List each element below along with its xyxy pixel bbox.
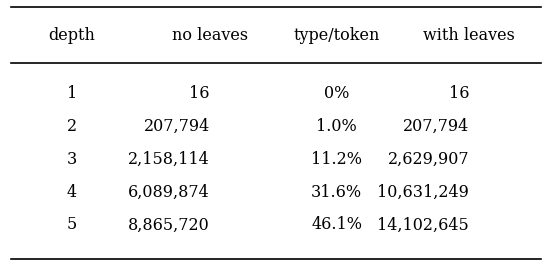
Text: 10,631,249: 10,631,249 <box>378 184 469 200</box>
Text: with leaves: with leaves <box>423 27 515 43</box>
Text: 16: 16 <box>449 85 469 102</box>
Text: 2,629,907: 2,629,907 <box>388 151 469 168</box>
Text: 5: 5 <box>67 216 77 233</box>
Text: no leaves: no leaves <box>172 27 248 43</box>
Text: 11.2%: 11.2% <box>311 151 362 168</box>
Text: 1: 1 <box>67 85 77 102</box>
Text: 16: 16 <box>189 85 210 102</box>
Text: 8,865,720: 8,865,720 <box>128 216 210 233</box>
Text: 207,794: 207,794 <box>144 118 210 135</box>
Text: 31.6%: 31.6% <box>311 184 362 200</box>
Text: 1.0%: 1.0% <box>316 118 357 135</box>
Text: 2,158,114: 2,158,114 <box>128 151 210 168</box>
Text: 2: 2 <box>67 118 77 135</box>
Text: 46.1%: 46.1% <box>311 216 362 233</box>
Text: 6,089,874: 6,089,874 <box>128 184 210 200</box>
Text: 14,102,645: 14,102,645 <box>378 216 469 233</box>
Text: 207,794: 207,794 <box>403 118 469 135</box>
Text: 0%: 0% <box>324 85 349 102</box>
Text: 4: 4 <box>67 184 77 200</box>
Text: 3: 3 <box>67 151 77 168</box>
Text: depth: depth <box>49 27 95 43</box>
Text: type/token: type/token <box>294 27 380 43</box>
